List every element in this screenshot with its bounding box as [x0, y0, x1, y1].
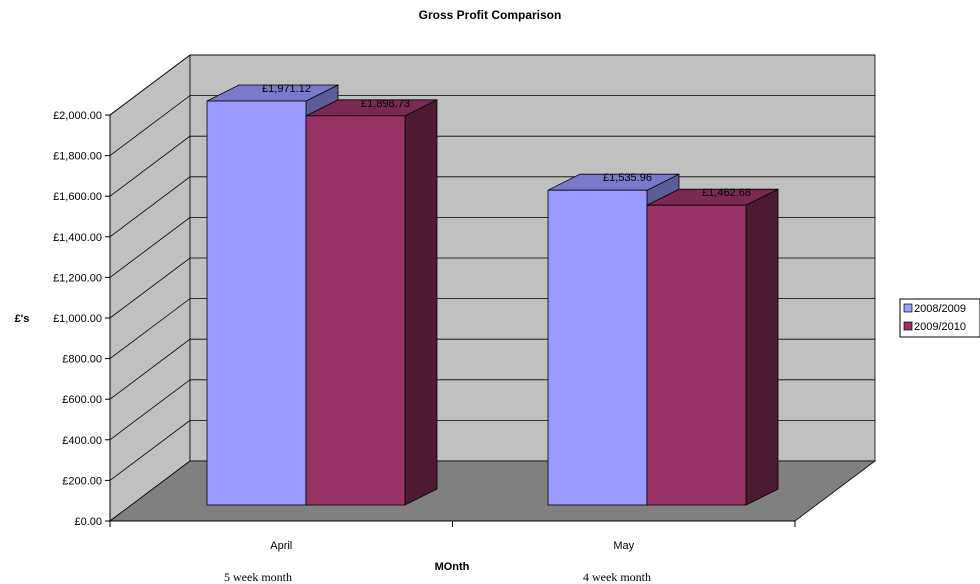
- bar-front: [547, 189, 648, 506]
- y-tick-label: £600.00: [62, 394, 102, 406]
- legend-label-2008-2009: 2008/2009: [914, 303, 966, 315]
- bar-side: [745, 188, 779, 506]
- y-tick-label: £1,400.00: [53, 232, 102, 244]
- y-tick-label: £2,000.00: [53, 110, 102, 122]
- y-tick-label: £400.00: [62, 435, 102, 447]
- legend: 2008/2009 2009/2010: [899, 298, 980, 338]
- gridline: [109, 95, 875, 156]
- gridline: [109, 54, 875, 116]
- legend-swatch-2009-2010: [903, 321, 913, 331]
- legend-swatch-2008-2009: [903, 303, 913, 313]
- bars: [206, 84, 779, 506]
- y-tick-label: £1,000.00: [53, 313, 102, 325]
- bar-side: [404, 99, 438, 506]
- data-label-april-2009-2010: £1,898.73: [361, 98, 410, 110]
- data-label-may-2008-2009: £1,535.96: [603, 172, 652, 184]
- y-tick-label: £1,200.00: [53, 272, 102, 284]
- bar-front: [646, 204, 747, 506]
- x-axis: April May: [109, 520, 796, 552]
- data-label-may-2009-2010: £1,462.68: [702, 187, 751, 199]
- y-tick-label: £1,800.00: [53, 151, 102, 163]
- y-axis: £0.00 £200.00 £400.00 £600.00 £800.00 £1,000.…: [53, 110, 111, 528]
- x-tick-label-april: April: [270, 540, 292, 552]
- bar-may-2009-2010: [646, 188, 779, 506]
- bar-april-2009-2010: [305, 99, 438, 506]
- data-labels: £1,971.12 £1,898.73 £1,535.96 £1,462.68: [262, 83, 751, 199]
- category-note-april: 5 week month: [224, 570, 292, 584]
- y-tick-label: £800.00: [62, 354, 102, 366]
- category-note-may: 4 week month: [583, 570, 651, 584]
- legend-label-2009-2010: 2009/2010: [914, 321, 966, 333]
- legend-box: [899, 298, 980, 338]
- y-tick-label: £200.00: [62, 475, 102, 487]
- bar-front: [305, 115, 406, 506]
- y-axis-title: £'s: [15, 313, 30, 325]
- y-tick-label: £1,600.00: [53, 191, 102, 203]
- bar-front: [206, 100, 307, 506]
- data-label-april-2008-2009: £1,971.12: [262, 83, 311, 95]
- chart-title: Gross Profit Comparison: [419, 8, 562, 22]
- y-tick-label: £0.00: [74, 516, 102, 528]
- x-axis-title: MOnth: [435, 561, 470, 573]
- gridline: [109, 135, 875, 197]
- x-tick-label-may: May: [613, 540, 634, 552]
